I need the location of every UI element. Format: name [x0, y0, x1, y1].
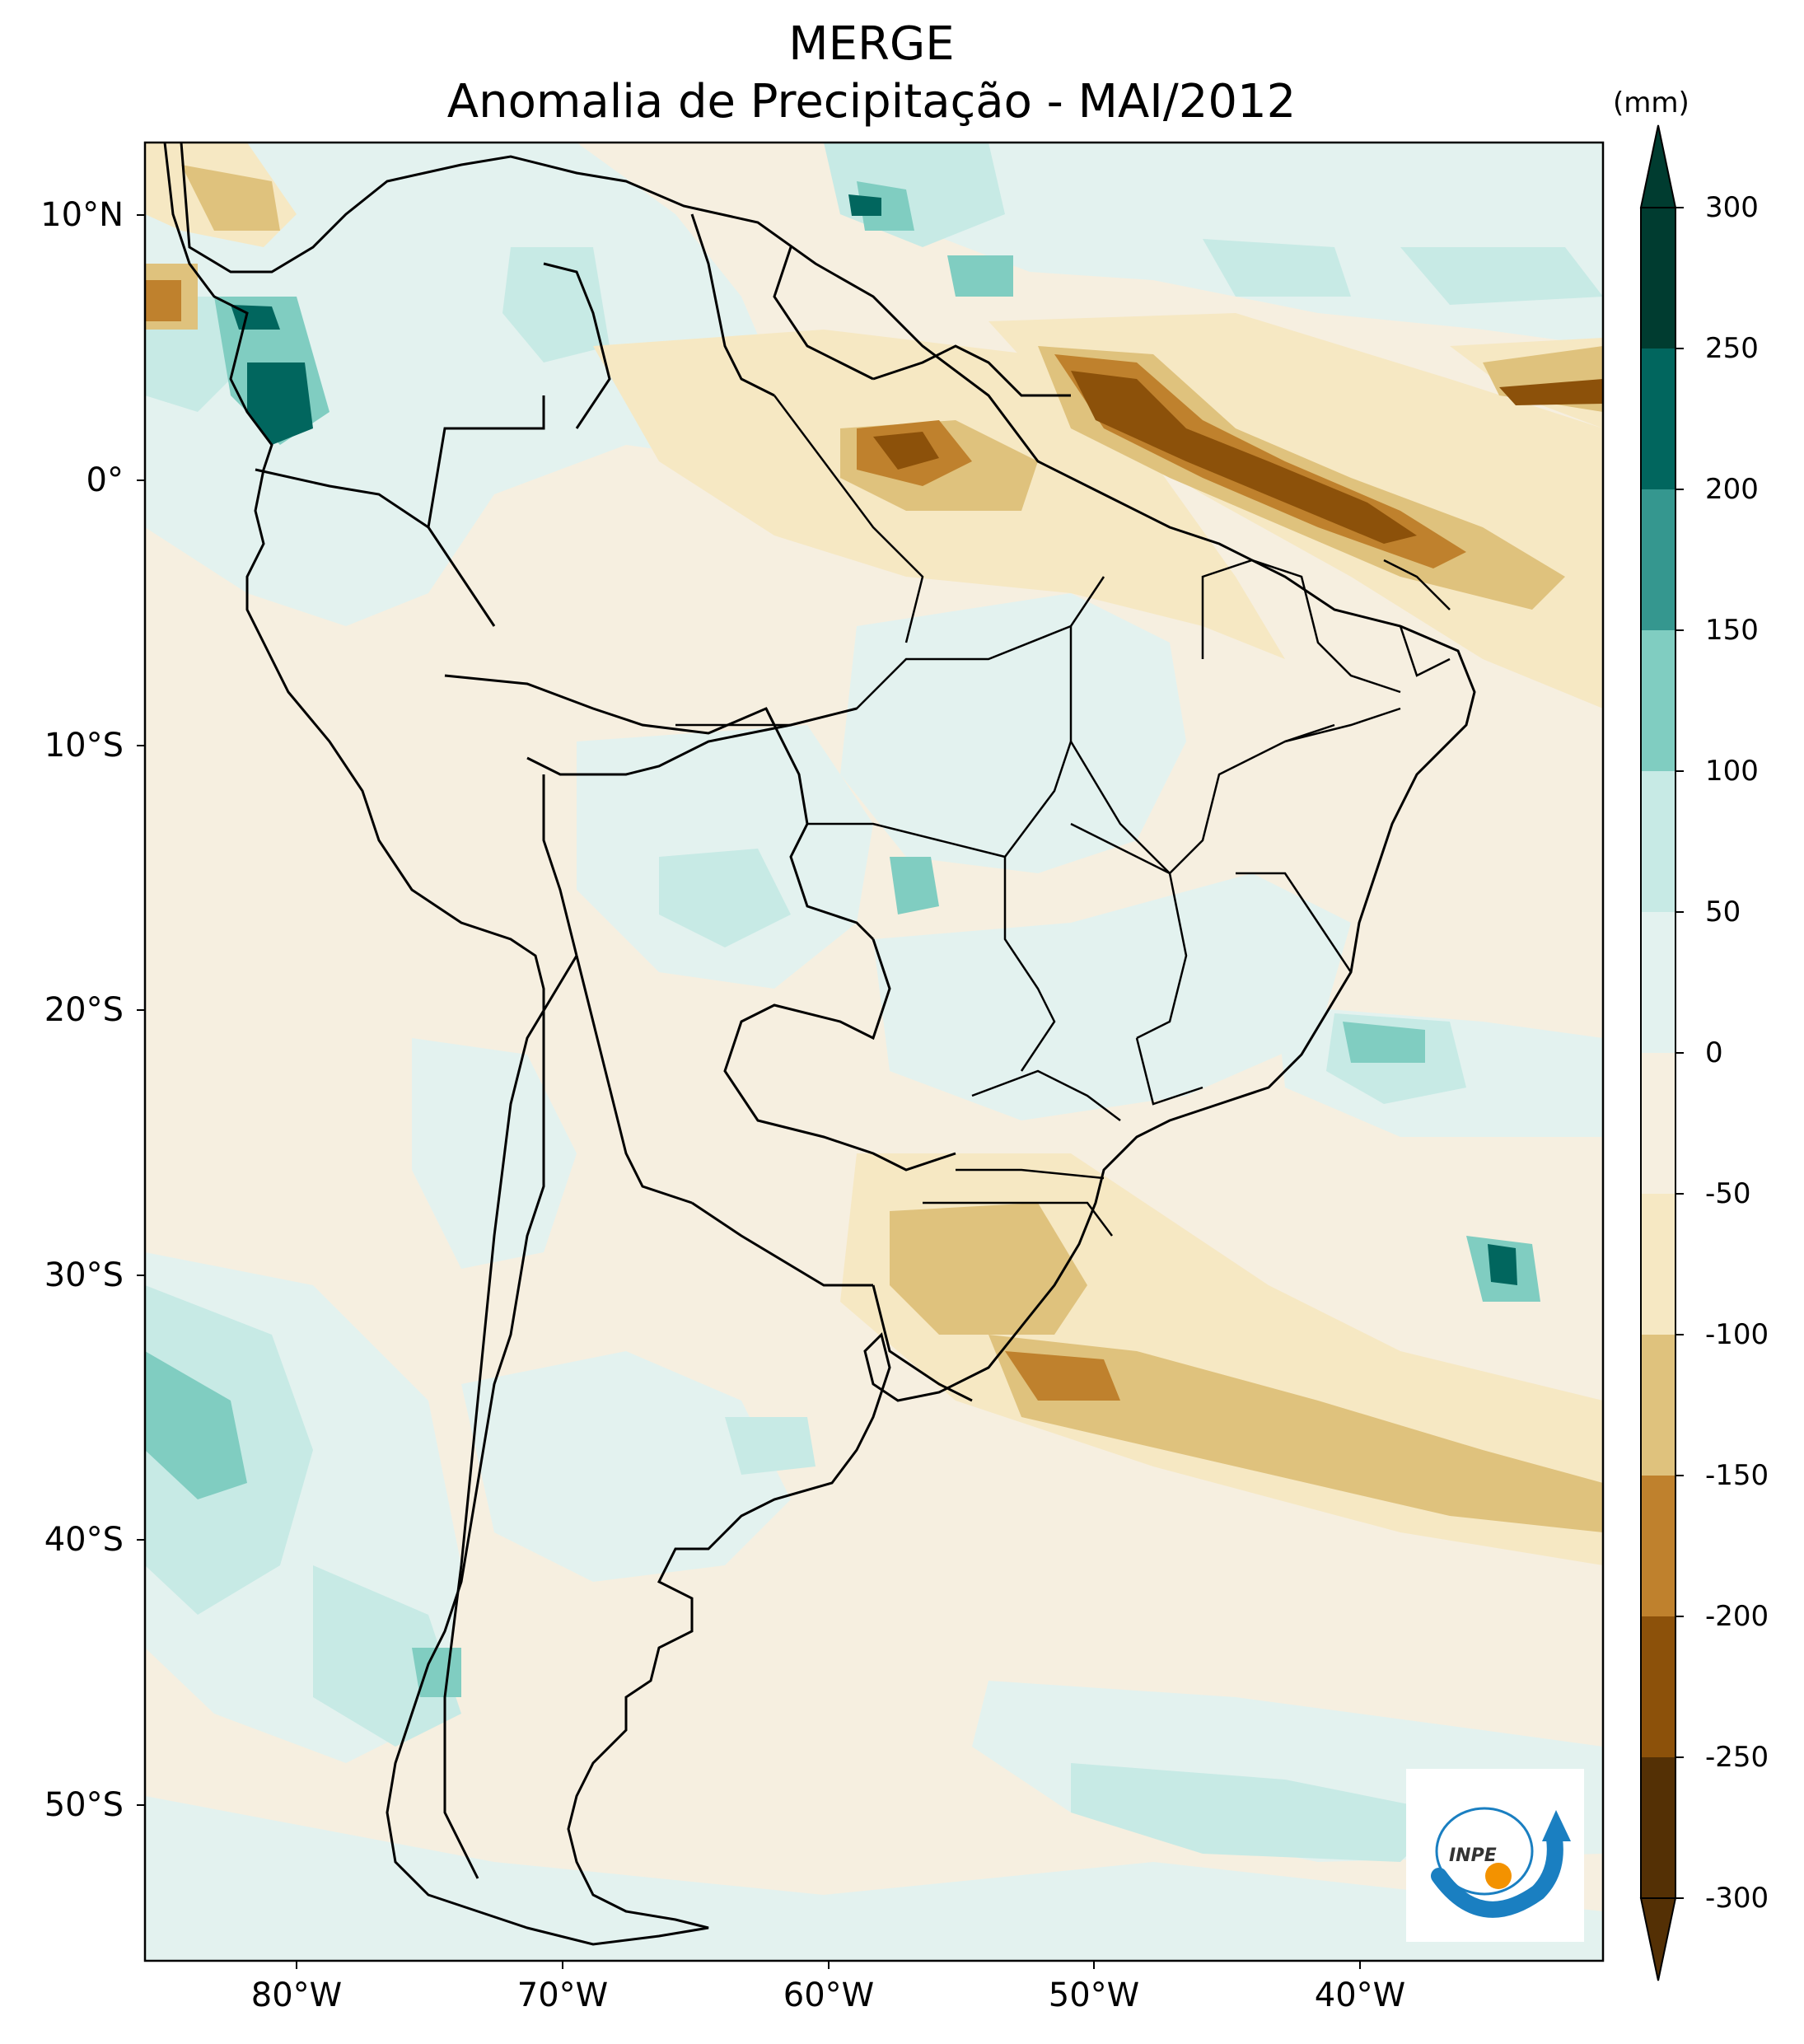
- colorbar-tick-label: 200: [1705, 473, 1759, 506]
- colorbar-tick-label: 250: [1705, 332, 1759, 365]
- anomaly-negative-extreme: [873, 371, 1603, 544]
- axis-ticks: [137, 214, 1361, 1969]
- map-frame: [143, 141, 1605, 1962]
- title-line2: Anomalia de Precipitação - MAI/2012: [446, 75, 1297, 129]
- anomaly-positive-extreme: [231, 194, 1517, 1285]
- colorbar-tick-label: 50: [1705, 896, 1741, 928]
- colorbar-tick-label: 300: [1705, 191, 1759, 224]
- y-tick-label: 10°S: [44, 727, 124, 765]
- colorbar-tick-label: 0: [1705, 1036, 1723, 1069]
- colorbar-tick-label: -200: [1705, 1600, 1769, 1633]
- colorbar-tick-label: -150: [1705, 1459, 1769, 1492]
- state-borders: [675, 395, 1451, 1237]
- colorbar-unit: (mm): [1613, 87, 1689, 119]
- colorbar-tick-label: -100: [1705, 1318, 1769, 1351]
- colorbar-tick-label: -50: [1705, 1177, 1751, 1210]
- x-tick-label: 70°W: [516, 1976, 609, 2014]
- colorbar-tick-label: -250: [1705, 1741, 1769, 1774]
- inpe-logo: INPE: [1406, 1769, 1584, 1942]
- title-line1: MERGE: [788, 17, 955, 71]
- colorbar-tick-label: -300: [1705, 1882, 1769, 1915]
- logo-text: INPE: [1449, 1845, 1497, 1866]
- y-tick-label: 40°S: [44, 1521, 124, 1559]
- inpe-logo-icon: INPE: [1431, 1807, 1571, 1918]
- x-tick-label: 40°W: [1314, 1976, 1406, 2014]
- country-borders: [255, 213, 1071, 1879]
- y-tick-label: 30°S: [44, 1256, 124, 1294]
- y-tick-label: 20°S: [44, 991, 124, 1029]
- colorbar-tick-label: 150: [1705, 614, 1759, 647]
- colorbar-tick-label: 100: [1705, 755, 1759, 788]
- x-tick-label: 50°W: [1048, 1976, 1140, 2014]
- y-tick-label: 50°S: [44, 1786, 124, 1824]
- x-tick-label: 60°W: [783, 1976, 875, 2014]
- south-america-coastline: [163, 143, 1476, 1946]
- y-tick-label: 10°N: [40, 196, 124, 234]
- y-tick-label: 0°: [86, 461, 124, 499]
- x-tick-label: 80°W: [250, 1976, 343, 2014]
